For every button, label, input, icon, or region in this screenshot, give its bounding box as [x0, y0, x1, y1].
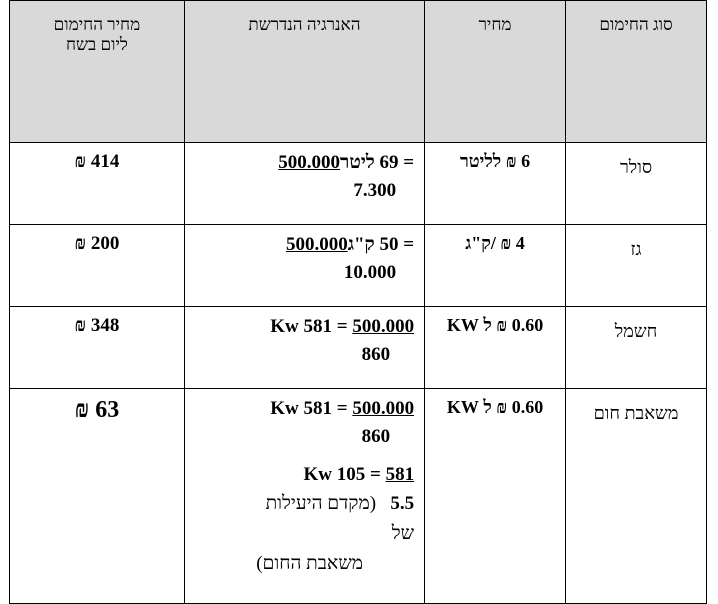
header-price: מחיר	[424, 0, 567, 143]
header-heating-type: סוג החימום	[565, 0, 707, 143]
heating-cost-table: סוג החימום מחיר האנרגיה הנדרשת מחיר החימ…	[9, 0, 707, 604]
table-row: גז 4 ₪ /ק"ג = 50 ק"ג500.000 10.000 200 ₪	[9, 224, 707, 307]
energy-numerator: 500.000	[352, 398, 415, 419]
table-row: משאבת חום 0.60 ₪ ל KW Kw 581 = 500.000 8…	[9, 388, 707, 604]
table-row: סולר 6 ₪ לליטר = 69 ליטר500.000 7.300 41…	[9, 142, 707, 225]
table-header-row: סוג החימום מחיר האנרגיה הנדרשת מחיר החימ…	[9, 0, 707, 143]
required-energy: Kw 581 = 500.000 860 Kw 105 = 581 5.5 (מ…	[183, 388, 426, 604]
hp-energy-numerator: 581	[385, 464, 415, 485]
energy-denominator: 860	[361, 344, 391, 365]
energy-result: = 50 ק"ג	[347, 234, 415, 255]
energy-denominator: 860	[361, 426, 391, 447]
heating-type: חשמל	[614, 321, 658, 341]
note-part-a: (מקדם היעילות	[265, 493, 377, 514]
unit-price: 4 ₪ /ק"ג	[465, 233, 525, 253]
daily-cost: 200 ₪	[74, 233, 120, 254]
daily-cost: 63 ₪	[74, 397, 120, 423]
header-daily-cost-line2: ליום בשח	[65, 35, 128, 54]
heating-type: גז	[630, 239, 642, 259]
energy-numerator: 500.000	[285, 234, 348, 255]
header-required-energy: האנרגיה הנדרשת	[183, 0, 426, 143]
unit-price: 0.60 ₪ ל KW	[446, 315, 544, 335]
energy-result: Kw 581 =	[270, 398, 353, 419]
energy-result: Kw 581 =	[270, 316, 353, 337]
hp-efficiency-note: 5.5 (מקדם היעילות	[191, 489, 418, 519]
note-part-c: משאבת החום)	[256, 553, 364, 574]
header-daily-cost-line1: מחיר החימום	[53, 15, 141, 34]
note-part-b: של	[391, 523, 415, 544]
energy-numerator: 500.000	[352, 316, 415, 337]
hp-energy-result: Kw 105 =	[303, 464, 386, 485]
required-energy: = 50 ק"ג500.000 10.000	[183, 224, 426, 307]
energy-numerator: 500.000	[278, 152, 341, 173]
energy-result: = 69 ליטר	[340, 152, 415, 173]
unit-price: 6 ₪ לליטר	[459, 151, 531, 171]
hp-efficiency-denominator: 5.5	[390, 493, 415, 514]
daily-cost: 414 ₪	[74, 151, 120, 172]
header-daily-cost: מחיר החימום ליום בשח	[9, 0, 185, 143]
energy-denominator: 10.000	[343, 262, 397, 283]
table-row: חשמל 0.60 ₪ ל KW Kw 581 = 500.000 860 34…	[9, 306, 707, 389]
heating-type: סולר	[619, 157, 653, 177]
required-energy: Kw 581 = 500.000 860	[183, 306, 426, 389]
daily-cost: 348 ₪	[74, 315, 120, 336]
heating-type: משאבת חום	[593, 403, 679, 423]
unit-price: 0.60 ₪ ל KW	[446, 397, 544, 417]
energy-denominator: 7.300	[353, 180, 397, 201]
required-energy: = 69 ליטר500.000 7.300	[183, 142, 426, 225]
